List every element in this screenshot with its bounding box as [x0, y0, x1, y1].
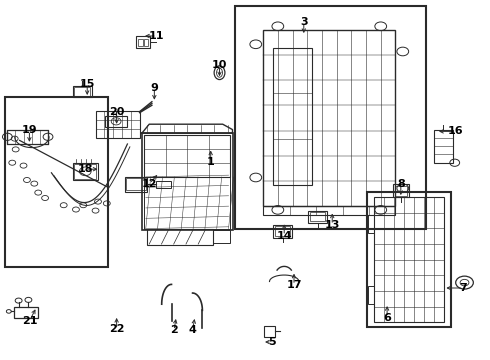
Text: 2: 2 [170, 325, 178, 336]
Bar [213, 230, 230, 243]
Text: 18: 18 [78, 164, 94, 174]
Bar [263, 206, 395, 215]
Bar [144, 177, 230, 229]
Bar [126, 178, 146, 190]
Text: 1: 1 [207, 157, 215, 167]
Bar [368, 215, 374, 233]
Bar [374, 197, 444, 322]
Bar [14, 307, 38, 318]
Bar [144, 135, 230, 177]
Bar [136, 36, 150, 48]
Bar [273, 48, 312, 185]
Text: 15: 15 [79, 78, 95, 89]
Text: 4: 4 [189, 325, 196, 336]
Bar [395, 186, 407, 196]
Text: 7: 7 [459, 283, 467, 293]
Bar [7, 130, 48, 144]
Text: 16: 16 [448, 126, 464, 136]
Text: 8: 8 [397, 179, 405, 189]
Bar [156, 181, 171, 188]
Bar [142, 133, 233, 230]
Text: 11: 11 [149, 31, 165, 41]
Text: 22: 22 [109, 324, 124, 334]
Bar [263, 30, 395, 206]
Bar [235, 6, 426, 229]
Bar [434, 130, 453, 163]
Bar [393, 184, 409, 197]
Bar [308, 211, 327, 223]
Text: 13: 13 [324, 220, 340, 230]
Text: 3: 3 [300, 17, 308, 27]
Bar [73, 163, 98, 180]
Bar [105, 116, 127, 127]
Text: 20: 20 [109, 107, 124, 117]
Bar [74, 164, 96, 179]
Bar [138, 39, 143, 46]
Bar [368, 286, 374, 304]
Bar [275, 226, 290, 236]
Bar [273, 225, 292, 238]
Text: 6: 6 [383, 312, 391, 323]
Text: 19: 19 [22, 125, 37, 135]
Bar [310, 212, 325, 221]
Text: 12: 12 [142, 179, 157, 189]
Bar [5, 97, 108, 267]
Bar [264, 326, 275, 337]
Bar [144, 39, 148, 46]
Text: 10: 10 [212, 60, 227, 70]
Bar [96, 111, 140, 138]
Bar [74, 87, 90, 96]
Bar [125, 177, 147, 192]
Bar [147, 229, 213, 245]
Text: 9: 9 [150, 83, 158, 93]
Text: 21: 21 [22, 316, 37, 326]
Text: 14: 14 [276, 231, 292, 241]
Bar [73, 86, 92, 97]
Text: 17: 17 [286, 280, 302, 290]
Text: 5: 5 [268, 337, 276, 347]
Bar [367, 192, 451, 327]
